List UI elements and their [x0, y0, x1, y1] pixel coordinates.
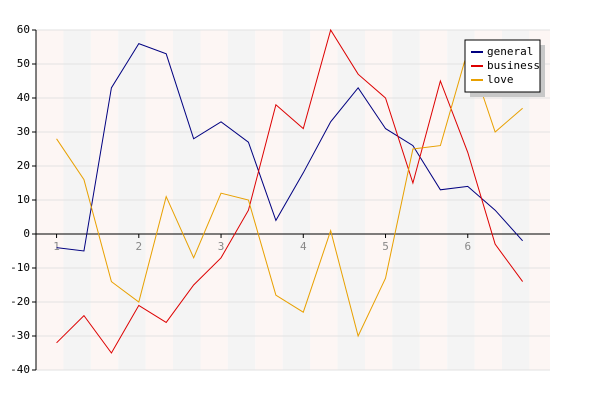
y-tick-label: 40	[17, 91, 30, 104]
y-tick-label: 10	[17, 193, 30, 206]
y-tick-label: 30	[17, 125, 30, 138]
legend-label: business	[487, 59, 540, 72]
y-tick-label: -40	[10, 363, 30, 376]
y-tick-label: 50	[17, 57, 30, 70]
x-tick-label: 5	[382, 240, 389, 253]
line-series	[56, 28, 524, 354]
line-series	[56, 42, 523, 252]
legend-label: general	[487, 45, 533, 58]
y-tick-label: -30	[10, 329, 30, 342]
x-tick-label: 1	[53, 240, 60, 253]
y-tick-label: 0	[23, 227, 30, 240]
legend-label: love	[487, 73, 514, 86]
y-tick-label: 20	[17, 159, 30, 172]
y-tick-label: 60	[17, 23, 30, 36]
x-tick-label: 3	[218, 240, 225, 253]
x-tick-label: 2	[135, 240, 142, 253]
y-tick-label: -10	[10, 261, 30, 274]
x-tick-label: 6	[464, 240, 471, 253]
y-tick-label: -20	[10, 295, 30, 308]
x-tick-label: 4	[300, 240, 307, 253]
line-series	[56, 48, 523, 338]
